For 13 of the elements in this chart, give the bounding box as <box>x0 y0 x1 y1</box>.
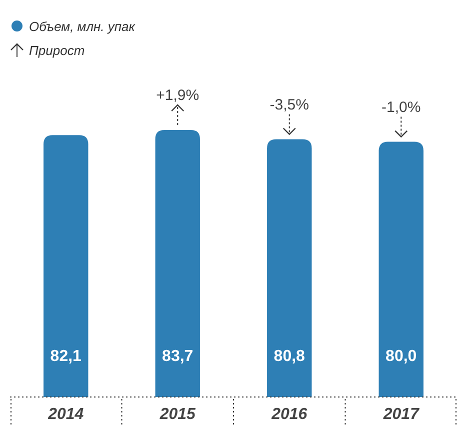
x-tick-label: 2014 <box>47 406 84 423</box>
legend-label: Объем, млн. упак <box>29 19 136 34</box>
annotation: -3,5% <box>270 96 309 114</box>
data-label: 82,1 <box>50 348 82 365</box>
annotation: +1,9% <box>156 87 200 104</box>
x-tick-label: 2016 <box>270 406 308 423</box>
text: Прирост <box>29 43 85 58</box>
data-label: 83,7 <box>162 348 194 365</box>
annotation: -1,0% <box>382 98 421 116</box>
data-label: 80,8 <box>274 348 306 365</box>
x-tick-label: 2015 <box>158 406 197 423</box>
data-label: 80,0 <box>386 348 417 365</box>
x-tick-label: 2017 <box>382 406 420 423</box>
